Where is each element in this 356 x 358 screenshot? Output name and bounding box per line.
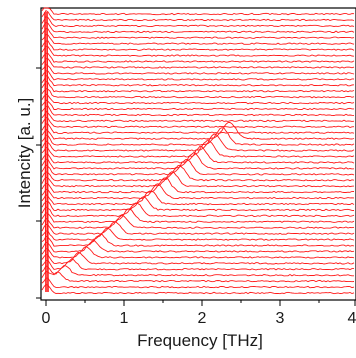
spectrum-trace [41, 81, 355, 93]
spectrum-trace [41, 93, 355, 105]
spectrum-trace [41, 139, 355, 158]
spectrum-trace [41, 58, 355, 69]
spectrum-trace [41, 105, 355, 117]
spectrum-trace [41, 99, 354, 111]
spectrum-trace [41, 190, 355, 206]
spectrum-trace [41, 195, 355, 212]
spectrum-trace [41, 277, 355, 289]
x-tick-label: 3 [276, 310, 285, 327]
spectrum-trace [41, 233, 355, 247]
spectrum-trace [41, 9, 355, 22]
spectrum-trace [41, 245, 355, 259]
spectrum-trace [41, 33, 355, 45]
spectrum-trace [41, 22, 355, 34]
spectrum-trace [41, 88, 355, 99]
spectrum-trace [41, 208, 355, 223]
y-axis-ticks [36, 67, 41, 299]
spectrum-trace [41, 252, 355, 265]
spectrum-trace [41, 227, 355, 241]
spectrum-trace [41, 133, 355, 152]
spectrum-trace [41, 16, 355, 28]
spectrum-trace [41, 75, 355, 87]
spectrum-trace [41, 40, 355, 51]
low-frequency-edge [44, 11, 49, 293]
spectrum-trace [41, 45, 355, 57]
x-axis-label: Frequency [THz] [137, 331, 263, 350]
plot-frame [40, 7, 356, 301]
x-tick-label: 2 [198, 310, 207, 327]
spectrum-trace [41, 239, 355, 253]
spectrum-trace [41, 257, 354, 271]
spectrum-trace [41, 145, 355, 164]
x-tick-label: 4 [348, 310, 356, 327]
spectrum-trace [41, 183, 355, 200]
spectrum-trace [41, 202, 355, 217]
spectrum-trace [41, 110, 355, 122]
spectrum-traces [41, 7, 355, 295]
spectrum-trace [41, 177, 355, 194]
spectrum-trace [41, 265, 354, 277]
spectrum-trace [41, 151, 355, 170]
x-axis-ticks [45, 300, 356, 306]
spectrum-trace [41, 52, 355, 63]
spectrum-trace [41, 283, 355, 295]
spectrum-trace [41, 171, 355, 188]
spectrum-trace [41, 127, 355, 146]
spectrum-trace [41, 28, 355, 39]
spectrum-trace [41, 270, 355, 283]
spectrum-trace [41, 221, 355, 235]
spectrum-trace [41, 214, 355, 229]
spectrum-trace [41, 122, 355, 140]
spectrum-trace [41, 164, 355, 182]
spectrum-trace [41, 7, 355, 16]
spectrum-trace [41, 158, 355, 176]
spectrum-trace [41, 64, 355, 75]
spectrum-trace [41, 123, 355, 134]
x-tick-label: 1 [120, 310, 129, 327]
spectrum-trace [41, 70, 355, 81]
spectrum-trace [41, 116, 355, 128]
x-tick-label: 0 [42, 310, 51, 327]
y-axis-label: Intencity [a. u.] [15, 98, 34, 209]
